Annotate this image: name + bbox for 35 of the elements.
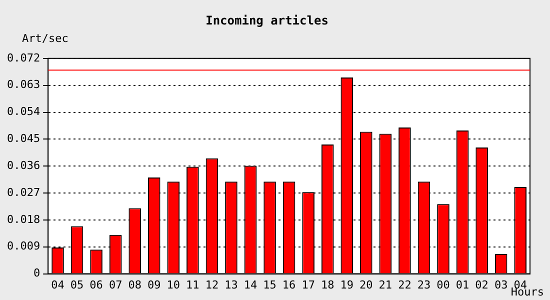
x-tick-label: 11 bbox=[186, 278, 200, 292]
x-tick-label: 07 bbox=[108, 278, 122, 292]
x-tick-label: 08 bbox=[128, 278, 142, 292]
x-tick-label: 01 bbox=[456, 278, 470, 292]
y-tick-label: 0.054 bbox=[6, 105, 40, 118]
x-tick-label: 02 bbox=[475, 278, 488, 292]
x-tick-label: 04 bbox=[51, 278, 65, 292]
y-tick-label: 0.018 bbox=[6, 212, 40, 226]
x-tick-label: 23 bbox=[417, 278, 431, 292]
y-axis-title: Art/sec bbox=[22, 32, 68, 45]
x-tick-label: 14 bbox=[244, 278, 258, 292]
x-tick-label: 15 bbox=[263, 278, 276, 292]
x-tick-label: 10 bbox=[166, 278, 180, 292]
x-tick-label: 09 bbox=[148, 278, 161, 292]
y-tick-label: 0.036 bbox=[6, 158, 40, 172]
y-tick-label: 0 bbox=[33, 266, 40, 280]
x-tick-label: 00 bbox=[436, 278, 450, 292]
x-tick-label: 20 bbox=[360, 278, 373, 292]
chart-title: Incoming articles bbox=[206, 13, 328, 28]
x-tick-label: 13 bbox=[224, 278, 238, 292]
y-tick-label: 0.063 bbox=[6, 78, 40, 92]
x-tick-label: 19 bbox=[340, 278, 354, 292]
x-tick-label: 06 bbox=[90, 278, 103, 292]
x-tick-label: 18 bbox=[320, 278, 334, 292]
x-tick-label: 12 bbox=[205, 278, 219, 292]
x-tick-label: 03 bbox=[494, 278, 508, 292]
x-tick-label: 16 bbox=[282, 278, 296, 292]
x-tick-label: 22 bbox=[398, 278, 412, 292]
x-tick-label: 21 bbox=[378, 278, 392, 292]
y-tick-label: 0.009 bbox=[6, 240, 40, 253]
x-tick-label: 05 bbox=[70, 278, 84, 292]
x-tick-label: 17 bbox=[302, 278, 315, 292]
y-tick-label: 0.072 bbox=[6, 51, 40, 64]
y-tick-label: 0.045 bbox=[6, 132, 40, 146]
y-tick-label: 0.027 bbox=[6, 186, 40, 199]
